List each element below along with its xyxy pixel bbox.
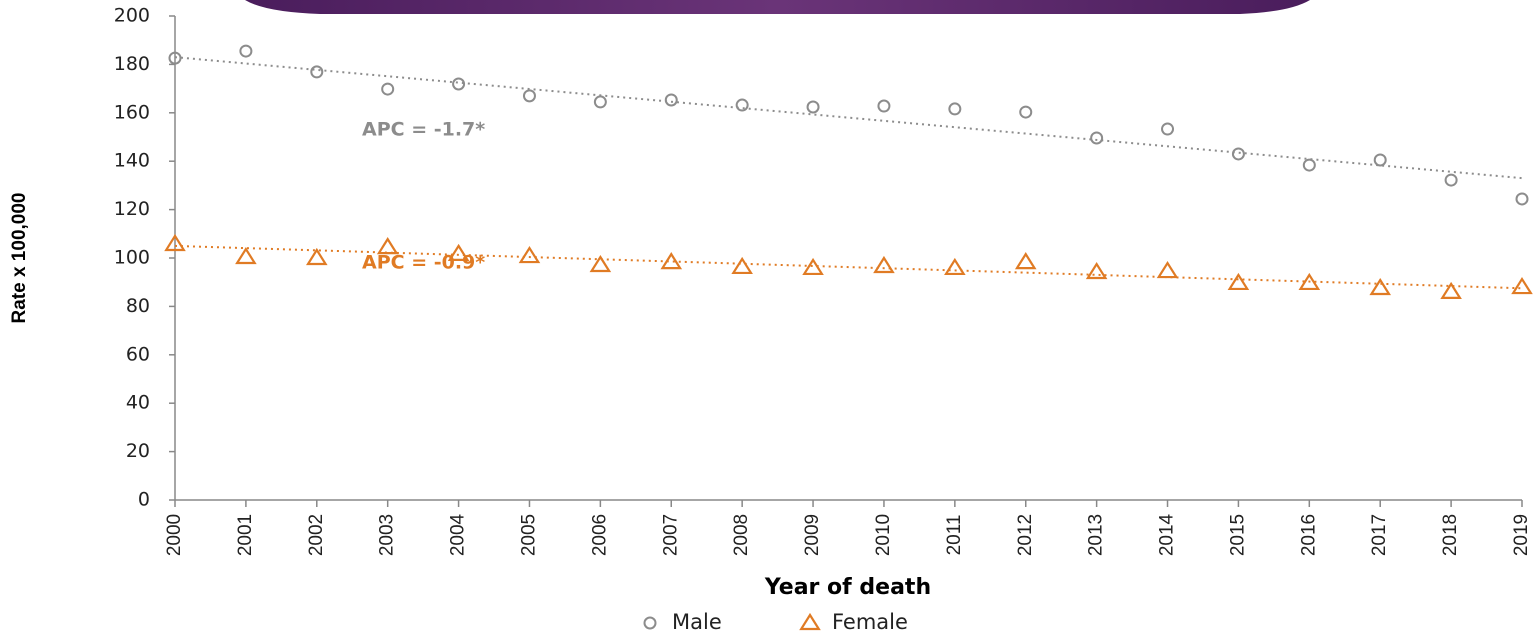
triangle-marker	[802, 257, 824, 276]
x-tick-label: 2005	[518, 514, 539, 556]
circle-marker	[643, 616, 657, 630]
x-tick-label: 2007	[660, 514, 681, 556]
x-axis-title: Year of death	[764, 575, 931, 600]
circle-marker	[877, 99, 891, 113]
triangle-marker	[518, 245, 541, 264]
x-tick-label: 2009	[802, 514, 823, 556]
y-tick-label: 80	[126, 295, 150, 317]
x-tick-label: 2002	[306, 514, 327, 556]
triangle-marker	[1298, 272, 1321, 291]
triangle-marker	[873, 255, 895, 274]
circle-marker	[1373, 153, 1387, 167]
triangle-marker	[660, 252, 683, 270]
y-tick-label: 0	[138, 489, 150, 511]
triangle-marker	[1156, 261, 1179, 279]
x-tick-label: 2001	[235, 514, 256, 556]
triangle-marker	[1511, 276, 1533, 295]
x-tick-label: 2003	[377, 514, 398, 556]
circle-marker	[1515, 192, 1529, 206]
triangle-marker	[799, 612, 821, 631]
x-tick-label: 2008	[731, 514, 752, 556]
circle-marker	[310, 65, 324, 79]
circle-marker	[806, 100, 820, 114]
y-tick-label: 180	[114, 53, 150, 75]
x-tick-label: 2011	[944, 515, 965, 556]
y-tick-label: 200	[114, 5, 150, 27]
triangle-marker	[447, 243, 470, 261]
x-tick-label: 2017	[1369, 514, 1390, 556]
x-tick-label: 2013	[1086, 514, 1107, 556]
annotation: APC = -0.9*	[362, 252, 485, 274]
circle-marker	[1231, 147, 1245, 161]
x-tick-label: 2010	[873, 514, 894, 556]
y-tick-label: 120	[114, 198, 150, 220]
legend-label: Male	[672, 610, 722, 634]
y-tick-label: 100	[114, 247, 150, 269]
circle-marker	[1161, 122, 1175, 136]
header-banner	[245, 0, 1310, 14]
annotation: APC = -1.7*	[362, 119, 485, 141]
circle-marker	[664, 93, 678, 107]
circle-marker	[452, 77, 466, 91]
circle-marker	[735, 98, 749, 112]
x-tick-label: 2000	[164, 514, 185, 556]
circle-marker	[522, 89, 536, 103]
circle-marker	[1444, 173, 1458, 187]
x-tick-label: 2004	[448, 513, 469, 556]
x-tick-label: 2006	[589, 514, 610, 556]
triangle-marker	[164, 233, 186, 252]
triangle-marker	[1369, 277, 1392, 296]
circle-marker	[168, 51, 182, 65]
circle-marker	[239, 44, 253, 58]
y-tick-label: 20	[126, 440, 150, 462]
triangle-marker	[1014, 252, 1037, 270]
x-tick-label: 2014	[1157, 513, 1178, 556]
triangle-marker	[235, 246, 257, 265]
circle-marker	[1302, 158, 1316, 172]
x-tick-label: 2019	[1511, 514, 1532, 556]
x-tick-label: 2018	[1440, 514, 1461, 556]
circle-marker	[1019, 105, 1033, 119]
triangle-marker	[731, 256, 753, 275]
triangle-marker	[1085, 261, 1108, 280]
triangle-marker	[1227, 272, 1250, 291]
x-tick-label: 2015	[1227, 514, 1248, 556]
circle-marker	[593, 95, 607, 109]
x-tick-label: 2012	[1015, 514, 1036, 556]
trend-line	[174, 244, 1523, 290]
triangle-marker	[589, 254, 612, 273]
legend-label: Female	[832, 610, 908, 634]
triangle-marker	[944, 257, 966, 276]
triangle-marker	[305, 247, 328, 266]
y-tick-label: 140	[114, 150, 150, 172]
y-tick-label: 60	[126, 343, 150, 365]
y-axis-title: Rate x 100,000	[9, 193, 30, 324]
circle-marker	[948, 102, 962, 116]
circle-marker	[381, 82, 395, 96]
x-tick-label: 2016	[1298, 514, 1319, 556]
y-tick-label: 40	[126, 392, 150, 414]
triangle-marker	[376, 237, 399, 255]
y-tick-label: 160	[114, 101, 150, 123]
circle-marker	[1090, 131, 1104, 145]
triangle-marker	[1440, 281, 1462, 299]
